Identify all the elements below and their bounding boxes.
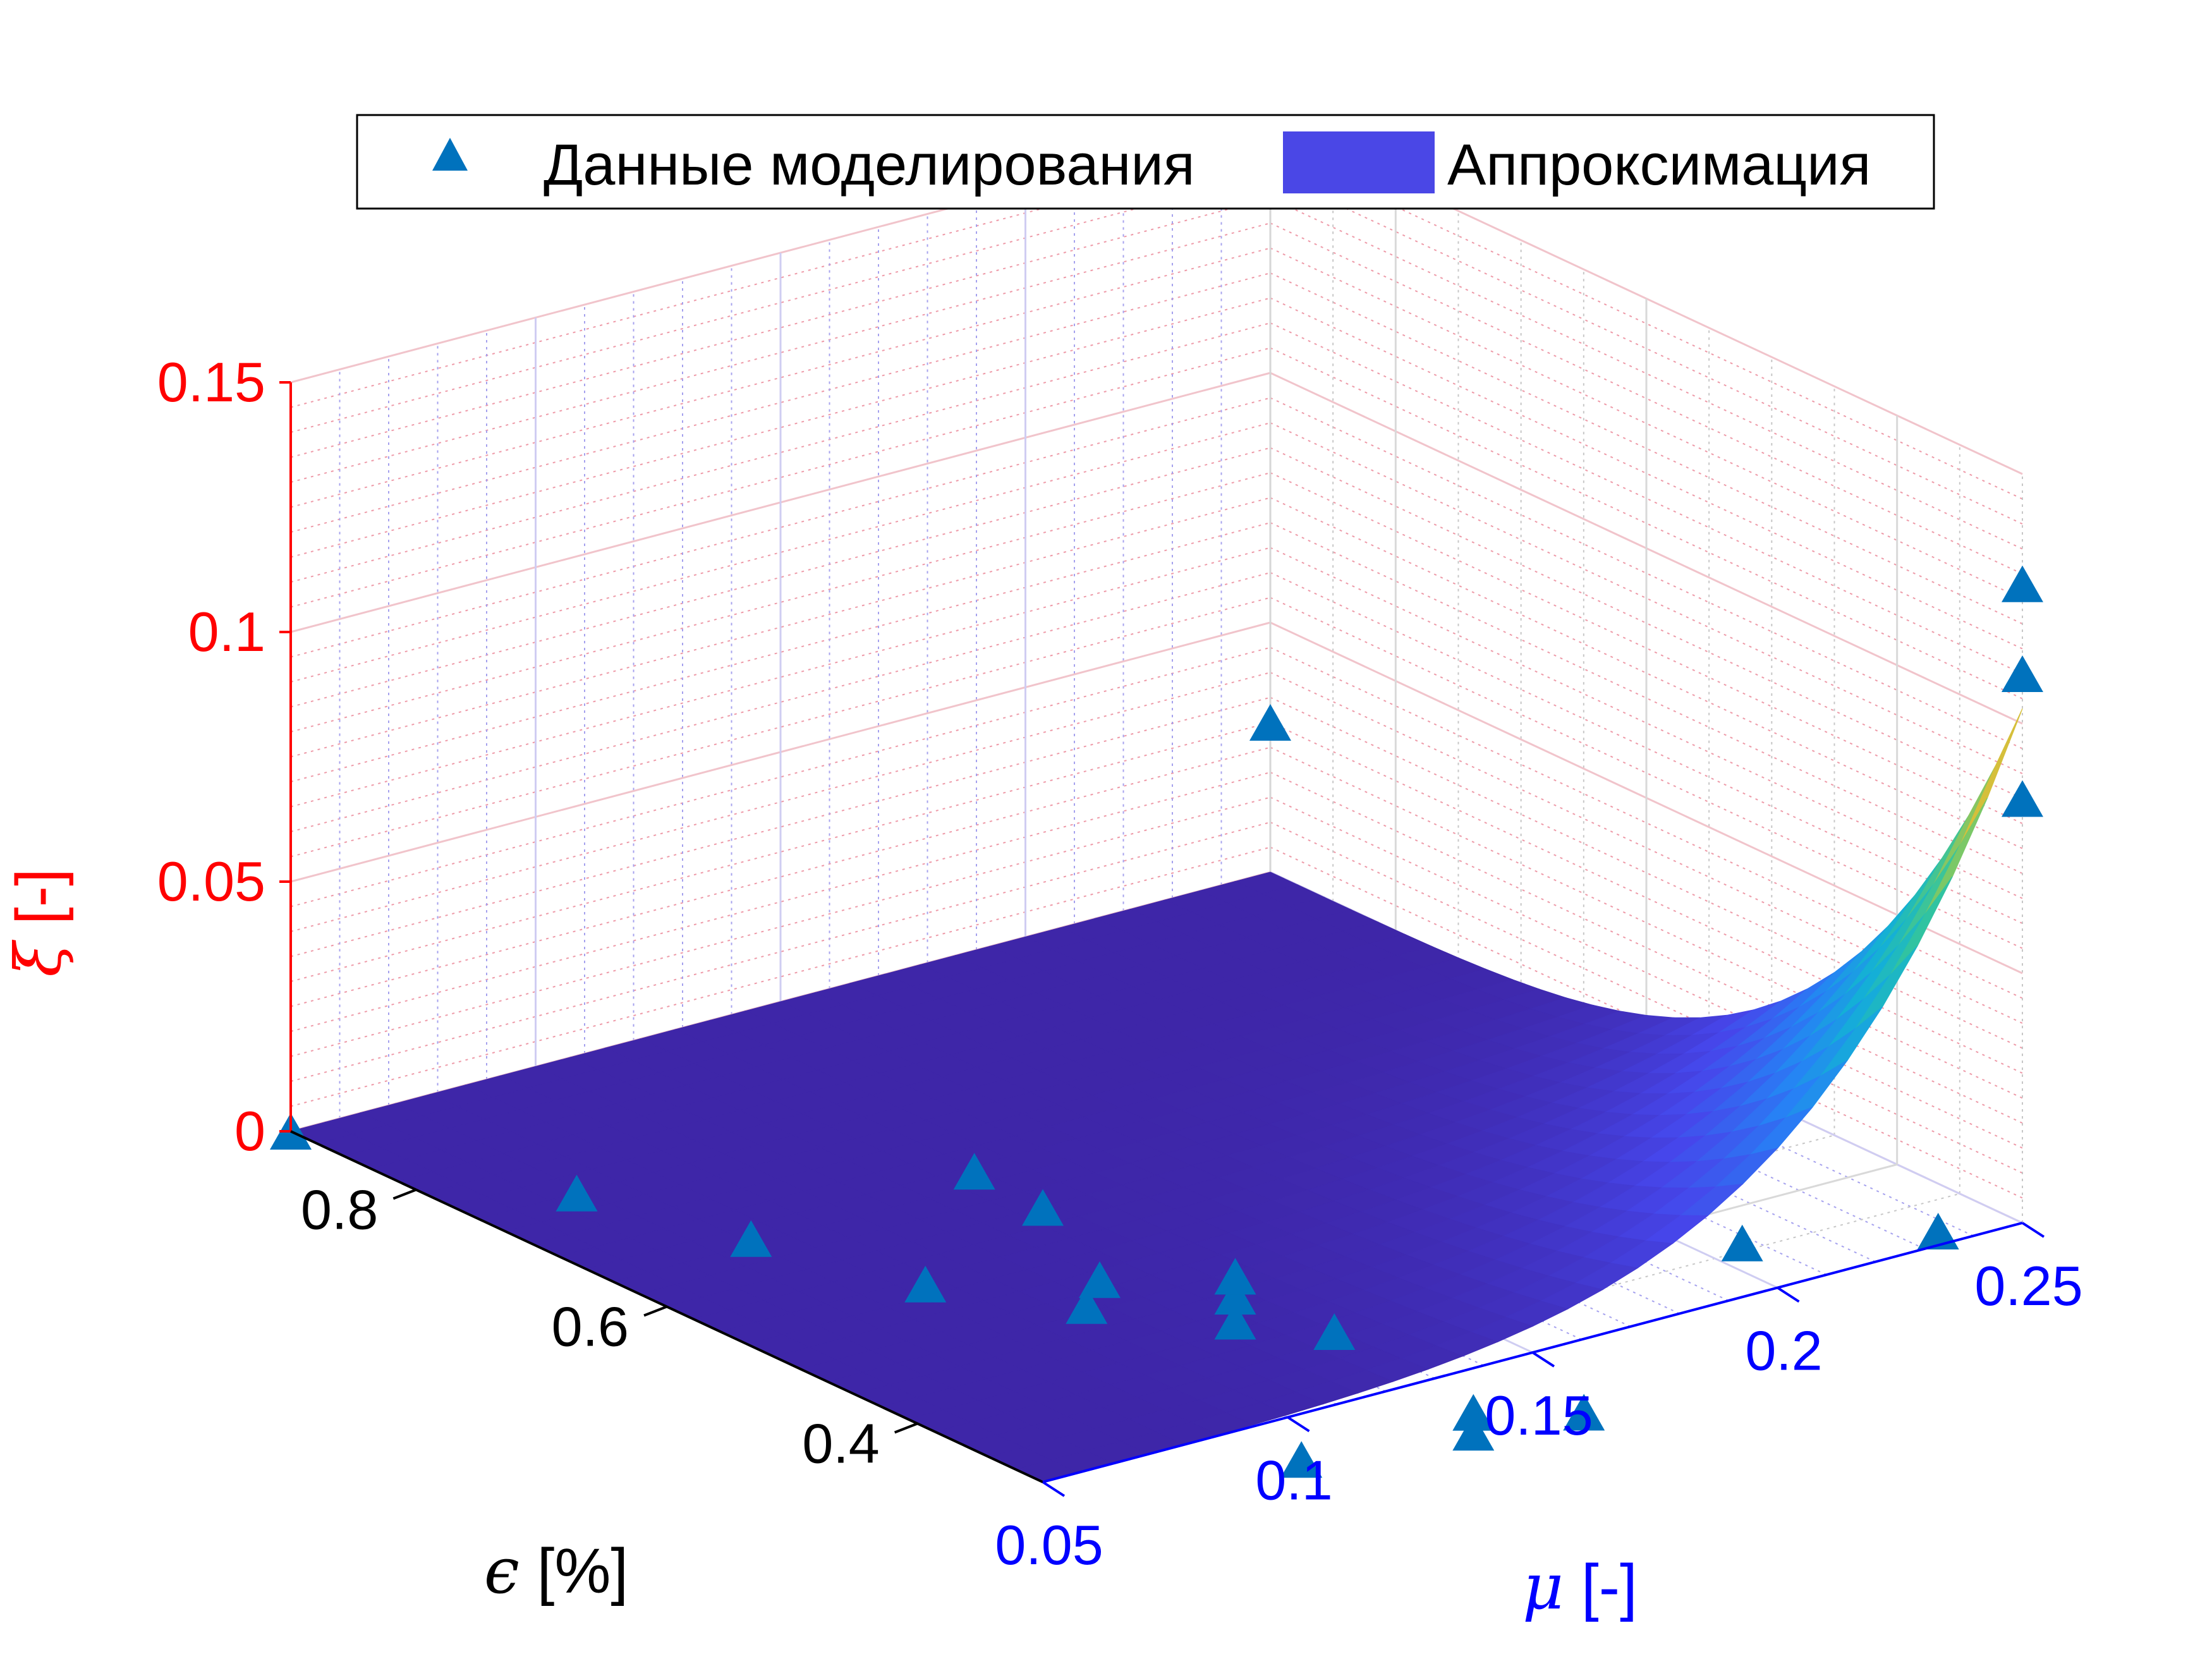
data-point-triangle	[2002, 565, 2043, 602]
x-tick-mark	[1777, 1286, 1800, 1303]
axis-layer: 0 0.05 0.1 0.15 0.4 0.6 0.8 0.05 0.1 0.15 0.2 0.2…	[157, 351, 2083, 1576]
y-axis-label: ϵ [%]	[484, 1534, 628, 1608]
y-tick-mark	[392, 1188, 417, 1200]
x-tick-label: 0.25	[1974, 1255, 2082, 1317]
marker-layer	[270, 565, 2043, 1478]
minor-grid-line	[290, 147, 1271, 408]
x-axis-ticks: 0.05 0.1 0.15 0.2 0.25	[995, 1222, 2083, 1576]
minor-grid-line	[290, 672, 1271, 932]
minor-grid-line	[290, 796, 1271, 1057]
y-axis-line	[290, 1130, 1043, 1483]
legend-entry-simulation: Данные моделирования	[544, 133, 1195, 197]
minor-grid-line	[290, 572, 1271, 832]
y-axis-ticks: 0.4 0.6 0.8	[301, 1179, 918, 1475]
data-point-triangle	[1249, 704, 1291, 741]
minor-grid-line	[290, 772, 1271, 1032]
surface-layer	[289, 708, 2023, 1483]
z-tick-label: 0.05	[157, 850, 265, 913]
minor-grid-line	[290, 846, 1271, 1107]
data-point-triangle	[1066, 1287, 1108, 1324]
y-tick-label: 0.8	[301, 1179, 378, 1241]
data-point-triangle	[1022, 1189, 1064, 1226]
data-point-triangle	[953, 1153, 995, 1190]
z-axis-label: ξ [-]	[1, 868, 75, 977]
legend-triangle-icon	[432, 138, 468, 171]
z-tick-label: 0.15	[157, 351, 265, 413]
data-point-triangle	[1917, 1213, 1959, 1249]
z-tick-label: 0.1	[188, 600, 265, 663]
x-axis-line	[1042, 1222, 2023, 1483]
minor-grid-line	[290, 746, 1271, 1007]
minor-grid-line	[290, 272, 1271, 533]
minor-grid-line	[290, 647, 1271, 908]
z-tick-label: 0	[234, 1100, 265, 1162]
data-point-triangle	[1214, 1278, 1256, 1315]
x-tick-mark	[2021, 1222, 2045, 1238]
minor-grid-line	[290, 222, 1271, 483]
data-point-triangle	[1280, 1441, 1323, 1478]
minor-grid-line	[290, 522, 1271, 782]
data-point-triangle	[904, 1265, 947, 1303]
x-tick-mark	[1042, 1481, 1066, 1497]
y-tick-mark	[894, 1422, 918, 1434]
legend-box	[356, 114, 1935, 210]
y-tick-mark	[643, 1305, 667, 1317]
data-point-triangle	[730, 1220, 772, 1257]
minor-grid-line	[290, 247, 1271, 508]
data-point-triangle	[2002, 655, 2043, 692]
minor-grid-line	[290, 297, 1271, 558]
data-point-triangle	[1214, 1258, 1256, 1295]
data-point-triangle	[1313, 1313, 1356, 1350]
x-tick-label: 0.1	[1255, 1449, 1332, 1512]
minor-grid-line	[290, 822, 1271, 1082]
minor-grid-line	[290, 447, 1271, 708]
data-point-triangle	[1563, 1394, 1605, 1431]
x-tick-mark	[1287, 1416, 1310, 1433]
data-point-triangle	[1721, 1224, 1763, 1261]
minor-grid-line	[290, 722, 1271, 982]
minor-grid-line	[290, 547, 1271, 808]
minor-grid-line	[290, 597, 1271, 858]
minor-grid-line	[290, 173, 1271, 433]
x-axis-label: μ [-]	[1522, 1550, 1638, 1624]
minor-grid-line	[290, 497, 1271, 758]
legend: Данные моделирования Аппроксимация	[356, 114, 1935, 210]
data-point-triangle	[556, 1174, 598, 1212]
minor-grid-line	[290, 347, 1271, 608]
data-point-triangle	[1079, 1261, 1121, 1298]
minor-grid-line	[290, 197, 1271, 458]
x-tick-label: 0.2	[1745, 1320, 1822, 1382]
x-tick-label: 0.05	[995, 1514, 1103, 1576]
minor-grid-line	[290, 397, 1271, 658]
minor-grid-line	[290, 322, 1271, 583]
minor-grid-line	[290, 472, 1271, 732]
data-point-triangle	[1452, 1414, 1495, 1451]
minor-grid-line	[290, 422, 1271, 683]
x-tick-label: 0.15	[1485, 1384, 1593, 1447]
y-tick-label: 0.4	[802, 1413, 879, 1475]
x-tick-mark	[1531, 1351, 1555, 1368]
legend-surface-swatch	[1283, 131, 1435, 193]
legend-entry-approximation: Аппроксимация	[1447, 133, 1871, 197]
z-axis-ticks: 0 0.05 0.1 0.15	[157, 351, 291, 1162]
data-point-triangle	[1214, 1303, 1256, 1340]
y-tick-label: 0.6	[552, 1296, 629, 1358]
minor-grid-line	[290, 696, 1271, 957]
data-point-triangle	[1452, 1394, 1495, 1431]
data-point-triangle	[2002, 780, 2043, 817]
